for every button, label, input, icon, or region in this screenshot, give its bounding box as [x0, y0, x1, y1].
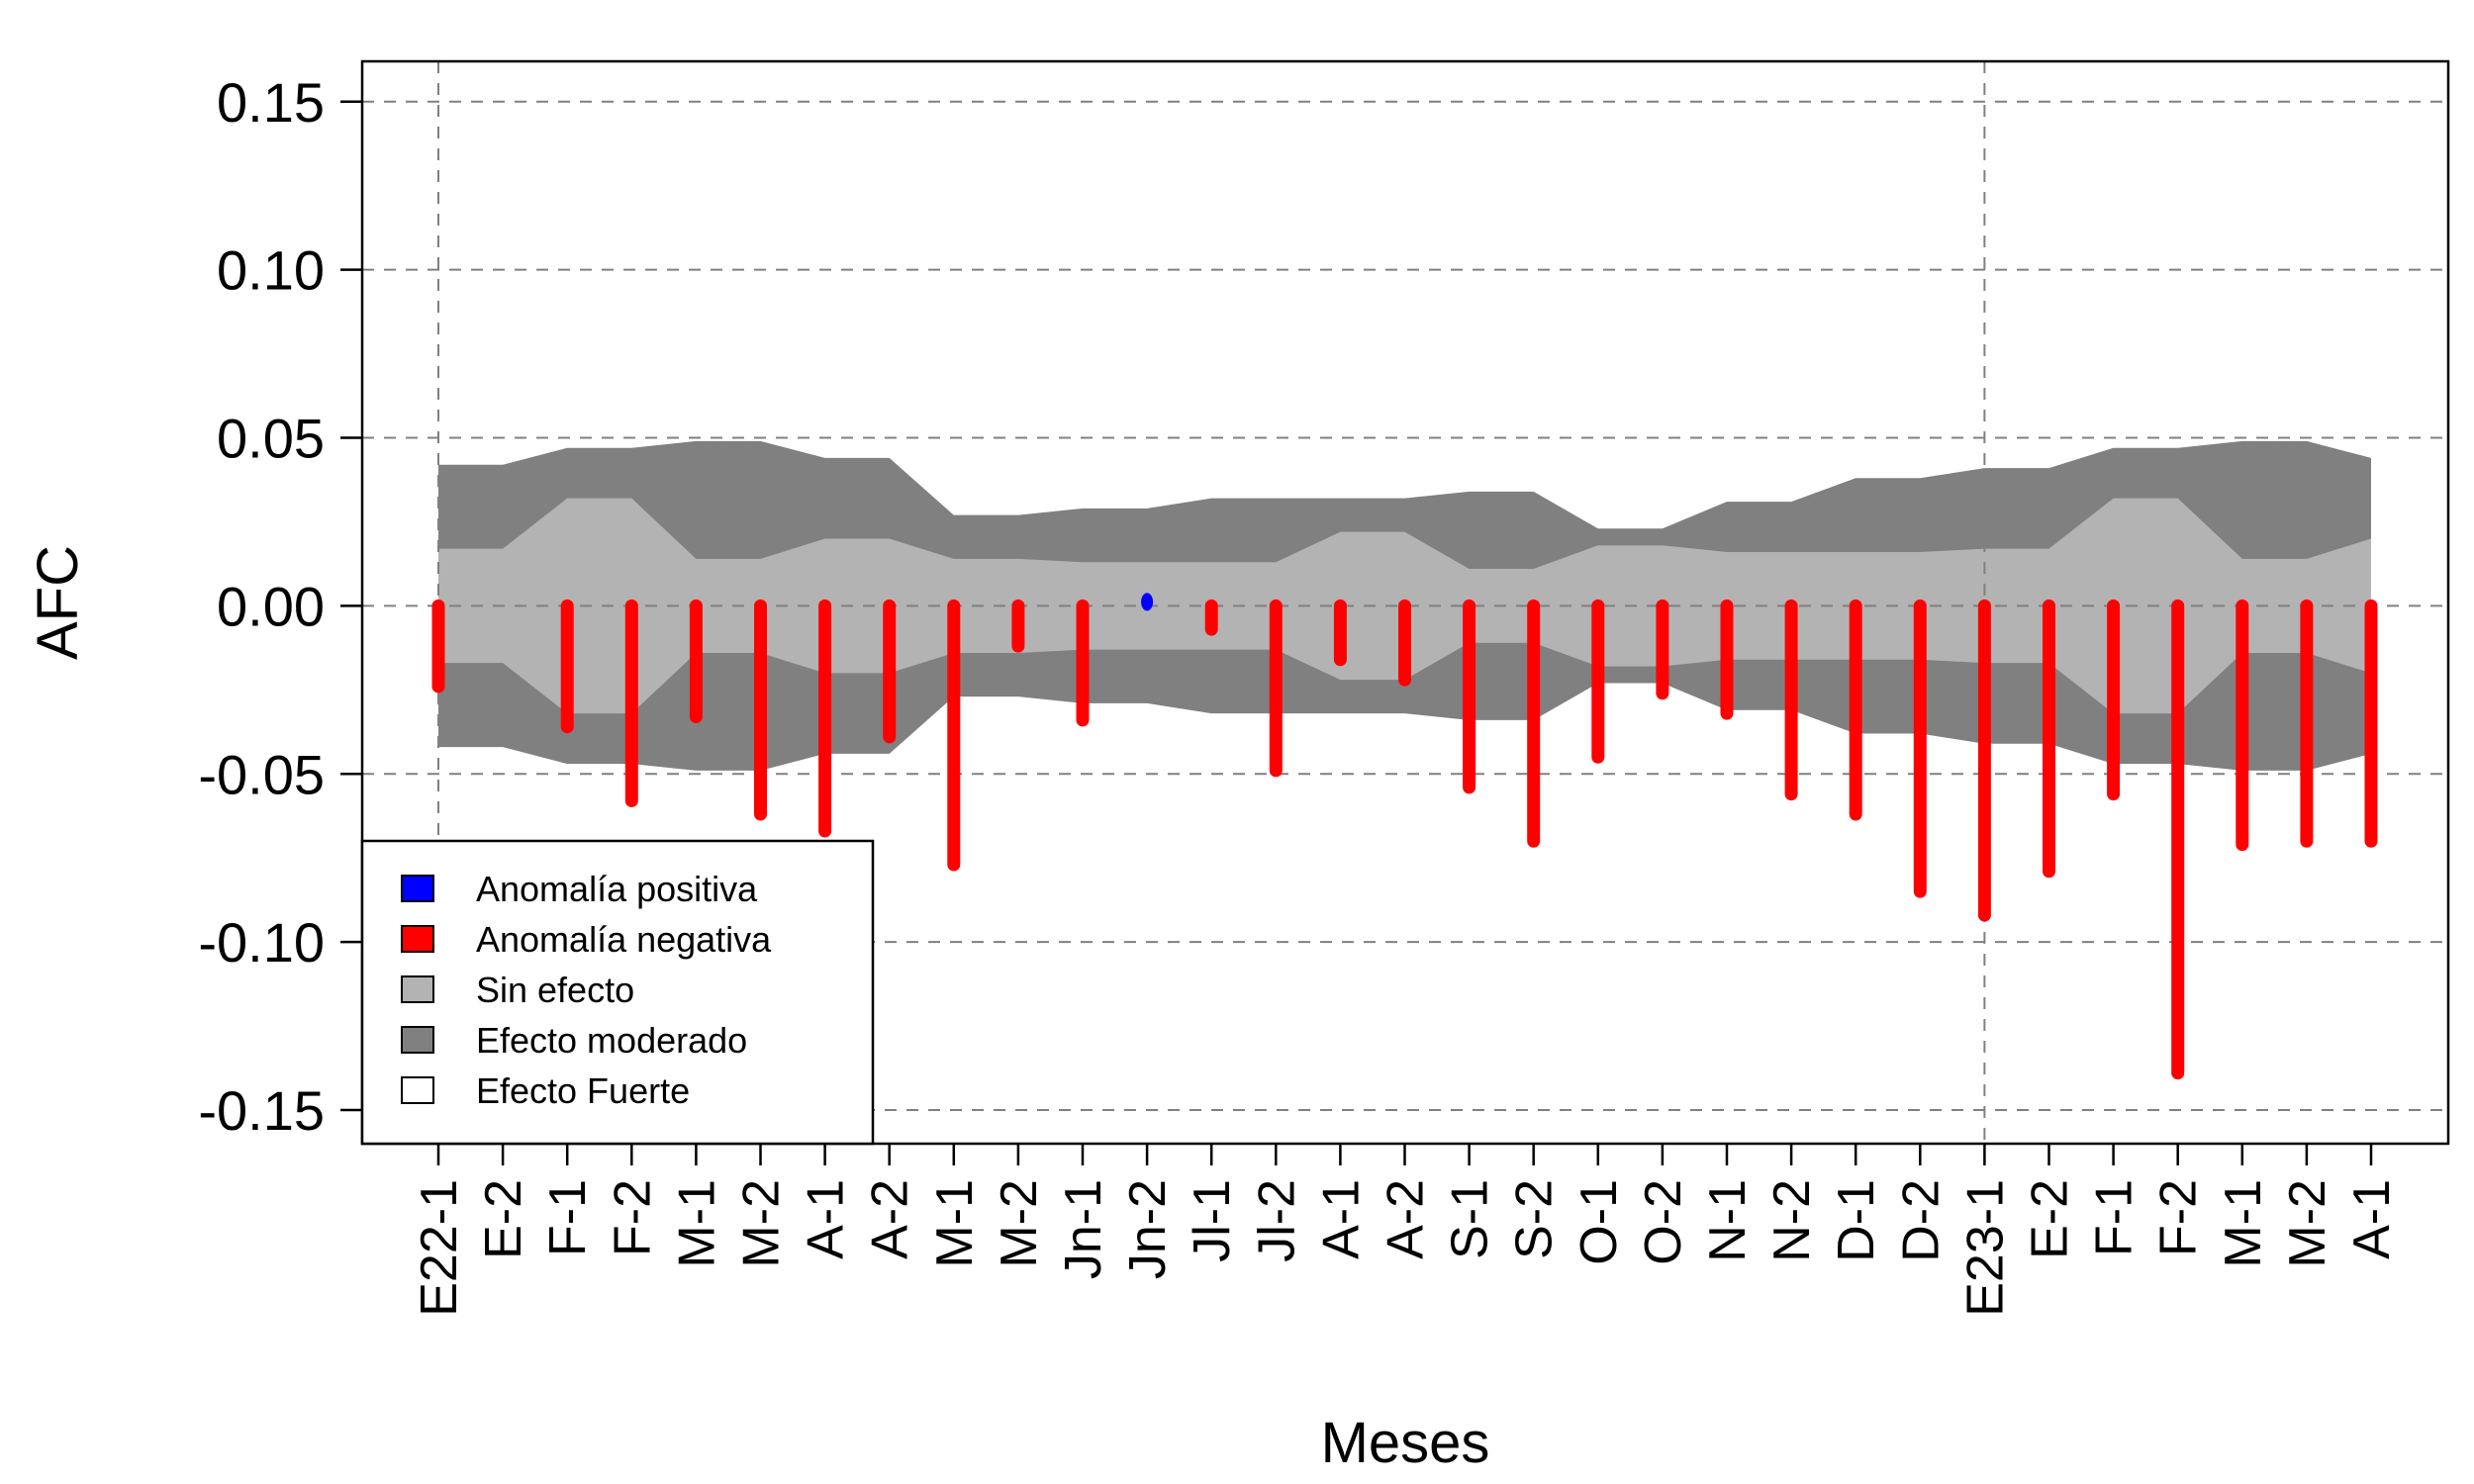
x-tick-label: A-1	[1312, 1179, 1370, 1259]
x-axis-title: Meses	[1321, 1411, 1490, 1475]
x-tick-label: M-2	[991, 1179, 1048, 1268]
x-tick-label: A-2	[1378, 1179, 1435, 1259]
x-tick-label: E-2	[475, 1179, 532, 1259]
x-tick-label: E23-1	[1956, 1179, 2014, 1317]
y-tick-label: -0.10	[198, 911, 325, 974]
y-tick-label: 0.10	[217, 239, 325, 302]
x-tick-label: D-1	[1828, 1179, 1885, 1262]
x-tick-label: N-1	[1699, 1179, 1757, 1262]
y-axis: 0.15 0.10 0.05 0.00 -0.05 -0.10 -0.15	[198, 71, 362, 1142]
x-tick-label: M-2	[733, 1179, 791, 1268]
y-axis-title: AFC	[26, 545, 90, 660]
x-tick-label: O-2	[1635, 1179, 1692, 1265]
x-tick-label: F-2	[2150, 1179, 2208, 1256]
y-tick-label: 0.00	[217, 575, 325, 637]
x-axis: E22-1 E-2 F-1 F-2 M-1 M-2 A-1 A-2 M-1 M-2 Jn-1 Jn-2…	[411, 1144, 2401, 1317]
y-tick-label: -0.15	[198, 1079, 325, 1142]
y-tick-label: 0.05	[217, 408, 325, 470]
legend-swatch	[401, 1076, 434, 1104]
x-tick-label: A-1	[2343, 1179, 2401, 1259]
legend-label: Anomalía negativa	[476, 919, 772, 960]
x-tick-label: Jl-2	[1248, 1179, 1305, 1262]
x-tick-label: F-1	[2086, 1179, 2143, 1256]
y-tick-label: -0.05	[198, 743, 325, 805]
x-tick-label: M-1	[926, 1179, 984, 1268]
x-tick-label: A-1	[798, 1179, 855, 1259]
x-tick-label: Jn-2	[1119, 1179, 1177, 1279]
legend: Anomalía positiva Anomalía negativa Sin ef…	[360, 839, 875, 1146]
x-tick-label: S-1	[1442, 1179, 1499, 1259]
x-tick-label: Jn-1	[1055, 1179, 1112, 1279]
legend-label: Sin efecto	[476, 970, 634, 1010]
x-tick-label: O-1	[1570, 1179, 1628, 1265]
x-tick-label: F-1	[539, 1179, 597, 1256]
x-tick-label: F-2	[604, 1179, 661, 1256]
x-tick-label: M-2	[2279, 1179, 2336, 1268]
legend-label: Efecto Fuerte	[476, 1070, 690, 1111]
x-tick-label: N-2	[1763, 1179, 1821, 1262]
legend-box	[360, 839, 875, 1146]
legend-swatch	[401, 975, 434, 1003]
legend-swatch	[401, 875, 434, 902]
anomaly-point	[1141, 593, 1154, 611]
x-tick-label: M-1	[668, 1179, 725, 1268]
x-tick-label: E22-1	[411, 1179, 468, 1317]
legend-swatch	[401, 1026, 434, 1054]
x-tick-label: Jl-1	[1184, 1179, 1241, 1262]
x-tick-label: D-2	[1892, 1179, 1950, 1262]
legend-label: Efecto moderado	[476, 1020, 747, 1061]
legend-label: Anomalía positiva	[476, 869, 758, 909]
anomaly-bars	[431, 593, 2378, 1080]
x-tick-label: A-2	[862, 1179, 919, 1259]
y-tick-label: 0.15	[217, 71, 325, 134]
x-tick-label: M-1	[2215, 1179, 2272, 1268]
x-tick-label: S-2	[1506, 1179, 1564, 1259]
x-tick-label: E-2	[2022, 1179, 2079, 1259]
legend-swatch	[401, 925, 434, 953]
